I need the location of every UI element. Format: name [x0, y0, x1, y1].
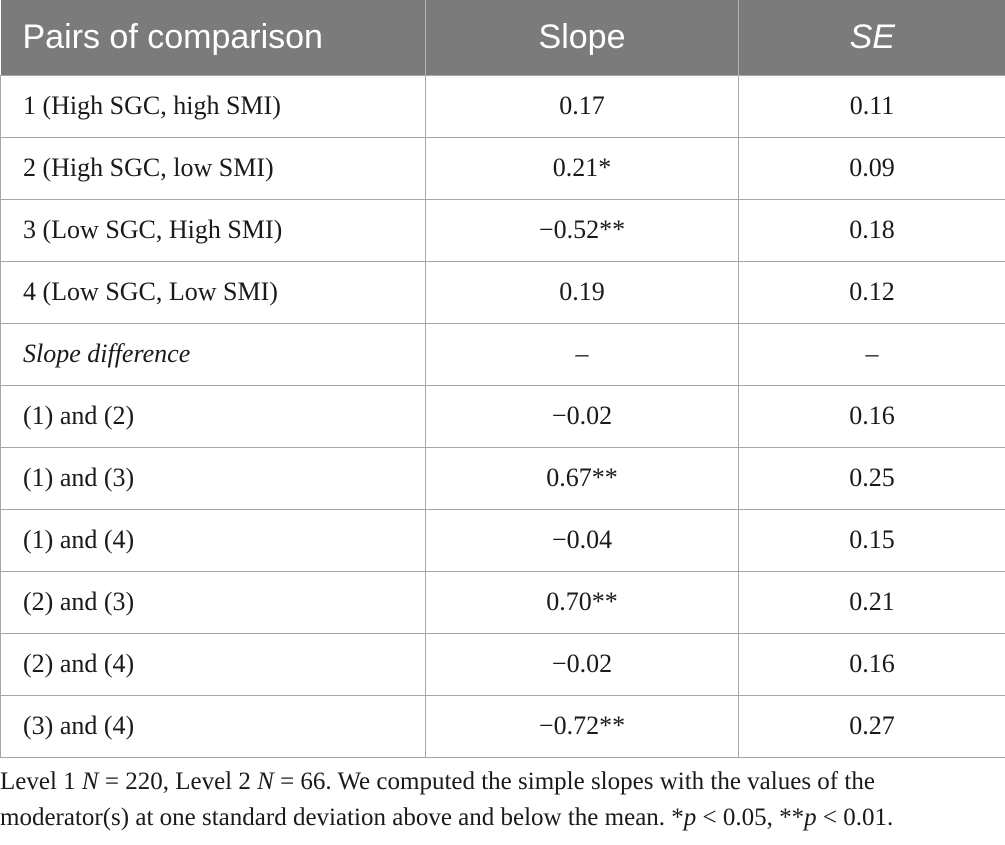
table-footnote: Level 1 N = 220, Level 2 N = 66. We comp… — [0, 764, 1005, 836]
row-label: 4 (Low SGC, Low SMI) — [0, 260, 426, 324]
row-label: (3) and (4) — [0, 694, 426, 758]
table-row: (1) and (3) 0.67** 0.25 — [0, 446, 1005, 510]
row-slope: 0.21* — [425, 136, 739, 200]
note-text: = 66. We computed the simple slopes with… — [0, 768, 875, 831]
table-row: (2) and (3) 0.70** 0.21 — [0, 570, 1005, 634]
table-header: Pairs of comparison Slope SE — [0, 0, 1005, 75]
row-slope: −0.72** — [425, 694, 739, 758]
row-se: 0.21 — [738, 570, 1005, 634]
table-row: 2 (High SGC, low SMI) 0.21* 0.09 — [0, 136, 1005, 200]
header-pairs-of-comparison: Pairs of comparison — [0, 0, 426, 75]
header-row: Pairs of comparison Slope SE — [0, 0, 1005, 75]
table-row: (3) and (4) −0.72** 0.27 — [0, 694, 1005, 758]
row-label: 1 (High SGC, high SMI) — [0, 74, 426, 138]
row-slope: – — [425, 322, 739, 386]
row-slope: 0.70** — [425, 570, 739, 634]
header-se: SE — [849, 17, 895, 56]
table-row: (1) and (2) −0.02 0.16 — [0, 384, 1005, 448]
note-italic-p: p — [804, 804, 817, 831]
table-row: 3 (Low SGC, High SMI) −0.52** 0.18 — [0, 198, 1005, 262]
row-se: 0.09 — [738, 136, 1005, 200]
table-row: (1) and (4) −0.04 0.15 — [0, 508, 1005, 572]
row-label: (2) and (4) — [0, 632, 426, 696]
section-label-slope-difference: Slope difference — [0, 322, 426, 386]
row-se: 0.18 — [738, 198, 1005, 262]
slopes-table: Pairs of comparison Slope SE 1 (High SGC… — [0, 0, 1005, 758]
row-slope: 0.17 — [425, 74, 739, 138]
row-label: (2) and (3) — [0, 570, 426, 634]
row-label: (1) and (2) — [0, 384, 426, 448]
row-se: 0.11 — [738, 74, 1005, 138]
row-slope: −0.02 — [425, 632, 739, 696]
row-slope: 0.19 — [425, 260, 739, 324]
row-se: 0.16 — [738, 384, 1005, 448]
note-text: < 0.05, ** — [696, 804, 805, 831]
table-body: 1 (High SGC, high SMI) 0.17 0.11 2 (High… — [0, 74, 1005, 758]
note-italic-n: N — [81, 768, 99, 795]
row-label: (1) and (3) — [0, 446, 426, 510]
row-se: 0.25 — [738, 446, 1005, 510]
note-text: = 220, Level 2 — [98, 768, 258, 795]
row-slope: −0.02 — [425, 384, 739, 448]
row-se: 0.16 — [738, 632, 1005, 696]
header-slope: Slope — [425, 0, 739, 75]
row-slope: −0.52** — [425, 198, 739, 262]
table-row-section: Slope difference – – — [0, 322, 1005, 386]
table-row: 4 (Low SGC, Low SMI) 0.19 0.12 — [0, 260, 1005, 324]
note-text: Level 1 — [0, 768, 82, 795]
row-label: (1) and (4) — [0, 508, 426, 572]
row-slope: −0.04 — [425, 508, 739, 572]
row-se: 0.12 — [738, 260, 1005, 324]
row-se: 0.27 — [738, 694, 1005, 758]
table-row: (2) and (4) −0.02 0.16 — [0, 632, 1005, 696]
note-italic-n: N — [257, 768, 274, 795]
table-row: 1 (High SGC, high SMI) 0.17 0.11 — [0, 74, 1005, 138]
note-text: < 0.01. — [816, 804, 894, 831]
note-italic-p: p — [683, 804, 697, 831]
row-label: 2 (High SGC, low SMI) — [0, 136, 426, 200]
row-slope: 0.67** — [425, 446, 739, 510]
row-se: 0.15 — [738, 508, 1005, 572]
row-label: 3 (Low SGC, High SMI) — [0, 198, 426, 262]
row-se: – — [738, 322, 1005, 386]
